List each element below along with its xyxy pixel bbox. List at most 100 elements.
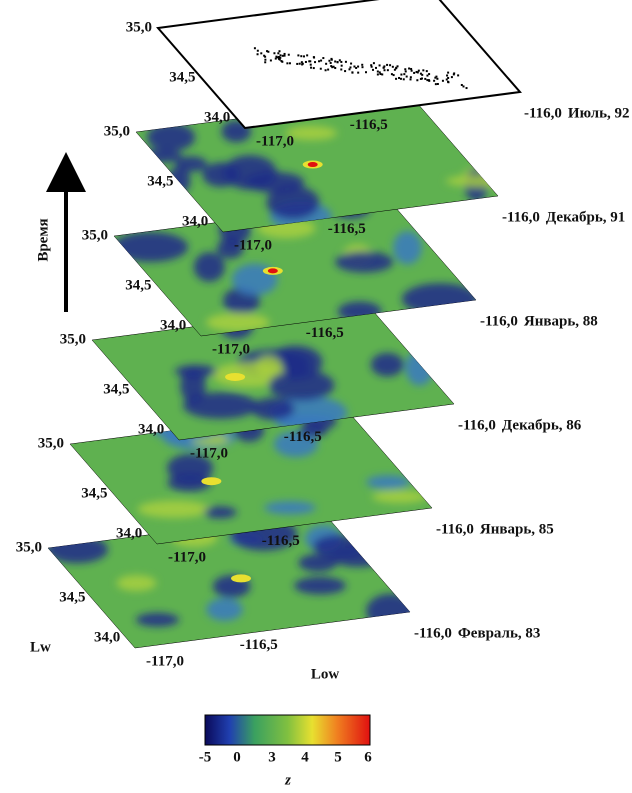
rupture-point [355, 66, 358, 69]
anomaly [206, 598, 243, 621]
rupture-point [264, 55, 267, 58]
rupture-point [457, 74, 460, 77]
rupture-point [415, 70, 418, 73]
rupture-point [391, 65, 394, 68]
rupture-point [353, 65, 356, 68]
anomaly [313, 534, 365, 558]
lat-label: 34,5 [147, 173, 173, 189]
rupture-point [266, 50, 269, 53]
rupture-point [390, 73, 393, 76]
rupture-point [378, 71, 381, 74]
rupture-point [340, 64, 343, 67]
colorbar-tick: 4 [301, 749, 309, 765]
rupture-point [278, 58, 281, 61]
anomaly [174, 364, 218, 378]
rupture-point [256, 53, 259, 56]
lat-label: 34,5 [59, 589, 85, 605]
anomaly [216, 238, 244, 259]
lon-label: -117,0 [256, 133, 294, 149]
rupture-point [370, 64, 373, 67]
rupture-point [424, 77, 427, 80]
rupture-point [277, 52, 280, 55]
corner-label: Lw [30, 639, 51, 655]
rupture-point [297, 54, 300, 57]
colorbar-tick: 6 [364, 749, 372, 765]
lat-label: 34,5 [125, 277, 151, 293]
anomaly [405, 350, 434, 386]
lon-label: -116,5 [350, 117, 388, 133]
rupture-point [324, 69, 327, 72]
rupture-point [425, 70, 428, 73]
rupture-point [426, 79, 429, 82]
rupture-point [287, 53, 290, 56]
anomaly [366, 593, 410, 629]
rupture-point [348, 68, 351, 71]
rupture-point [274, 57, 277, 60]
anomaly [294, 576, 347, 595]
rupture-point [322, 57, 325, 60]
colorbar [204, 714, 371, 746]
rupture-point [306, 54, 309, 57]
rupture-point [419, 72, 422, 75]
rupture-point [361, 63, 364, 66]
rupture-point [446, 74, 449, 77]
anomaly [273, 431, 319, 458]
lat-label: 34,0 [204, 109, 230, 125]
rupture-point [434, 76, 437, 79]
rupture-point [263, 54, 266, 57]
rupture-point [410, 67, 413, 70]
rupture-point [300, 55, 303, 58]
time-label: Время [35, 218, 51, 261]
rupture-point [450, 76, 453, 79]
lon-label: -116,0 [524, 105, 562, 121]
rupture-point [445, 78, 448, 81]
lon-label: -117,0 [168, 549, 206, 565]
date-label: Январь, 85 [480, 521, 554, 537]
lon-label: -116,5 [240, 637, 278, 653]
anomaly [445, 174, 498, 188]
hot-spot [201, 477, 222, 486]
rupture-point [357, 71, 360, 74]
rupture-point [351, 71, 354, 74]
lon-label: -117,0 [234, 237, 272, 253]
rupture-point [370, 65, 373, 68]
rupture-point [447, 76, 450, 79]
lat-label: 34,5 [169, 69, 195, 85]
rupture-point [419, 77, 422, 80]
anomaly [223, 155, 277, 190]
lon-label: -117,0 [190, 445, 228, 461]
rupture-point [372, 62, 375, 65]
anomaly [182, 392, 258, 419]
rupture-point [281, 54, 284, 57]
rupture-point [276, 56, 279, 59]
rupture-point [320, 59, 323, 62]
rupture-point [393, 68, 396, 71]
lat-label: 35,0 [16, 539, 42, 555]
rupture-point [392, 74, 395, 77]
date-label: Декабрь, 86 [502, 417, 582, 433]
peak [307, 162, 318, 168]
lon-label: -116,5 [328, 221, 366, 237]
rupture-point [334, 60, 337, 63]
colorbar-tick: 5 [334, 749, 342, 765]
rupture-point [386, 69, 389, 72]
rupture-point [402, 78, 405, 81]
rupture-point [395, 66, 398, 69]
lat-label: 34,0 [182, 213, 208, 229]
anomaly [255, 355, 283, 377]
rupture-point [267, 50, 270, 53]
rupture-point [256, 49, 259, 52]
lon-label: -116,5 [306, 325, 344, 341]
rupture-point [378, 64, 381, 67]
rupture-point [398, 76, 401, 79]
rupture-point [421, 77, 424, 80]
anomaly [372, 490, 428, 503]
rupture-point [314, 61, 317, 64]
rupture-point [386, 63, 389, 66]
rupture-point [408, 67, 411, 70]
hot-spot [231, 574, 252, 583]
rupture-point [304, 60, 307, 63]
rupture-point [264, 58, 267, 61]
rupture-point [300, 61, 303, 64]
